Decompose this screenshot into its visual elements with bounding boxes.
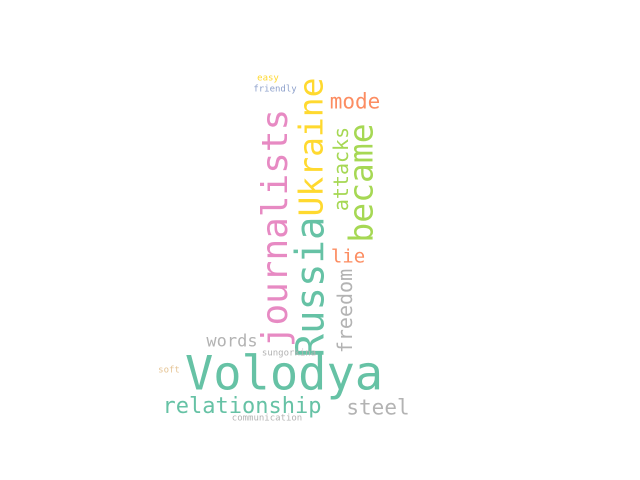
word-russia: Russia bbox=[288, 216, 334, 358]
word-volodya: Volodya bbox=[184, 346, 384, 402]
word-mode: mode bbox=[329, 89, 381, 114]
word-attacks: attacks bbox=[329, 126, 353, 212]
word-steel: steel bbox=[346, 395, 410, 420]
word-communication: communication bbox=[231, 413, 303, 424]
word-freedom: freedom bbox=[333, 268, 357, 354]
word-words: words bbox=[206, 331, 258, 352]
word-easy: easy bbox=[257, 73, 279, 84]
word-sungorkina: sungorkina bbox=[261, 348, 317, 359]
word-lie: lie bbox=[330, 245, 366, 268]
word-friendly: friendly bbox=[253, 84, 297, 95]
word-soft: soft bbox=[158, 365, 180, 376]
word-ukraine: Ukraine bbox=[291, 77, 331, 217]
word-relationship: relationship bbox=[162, 394, 322, 419]
